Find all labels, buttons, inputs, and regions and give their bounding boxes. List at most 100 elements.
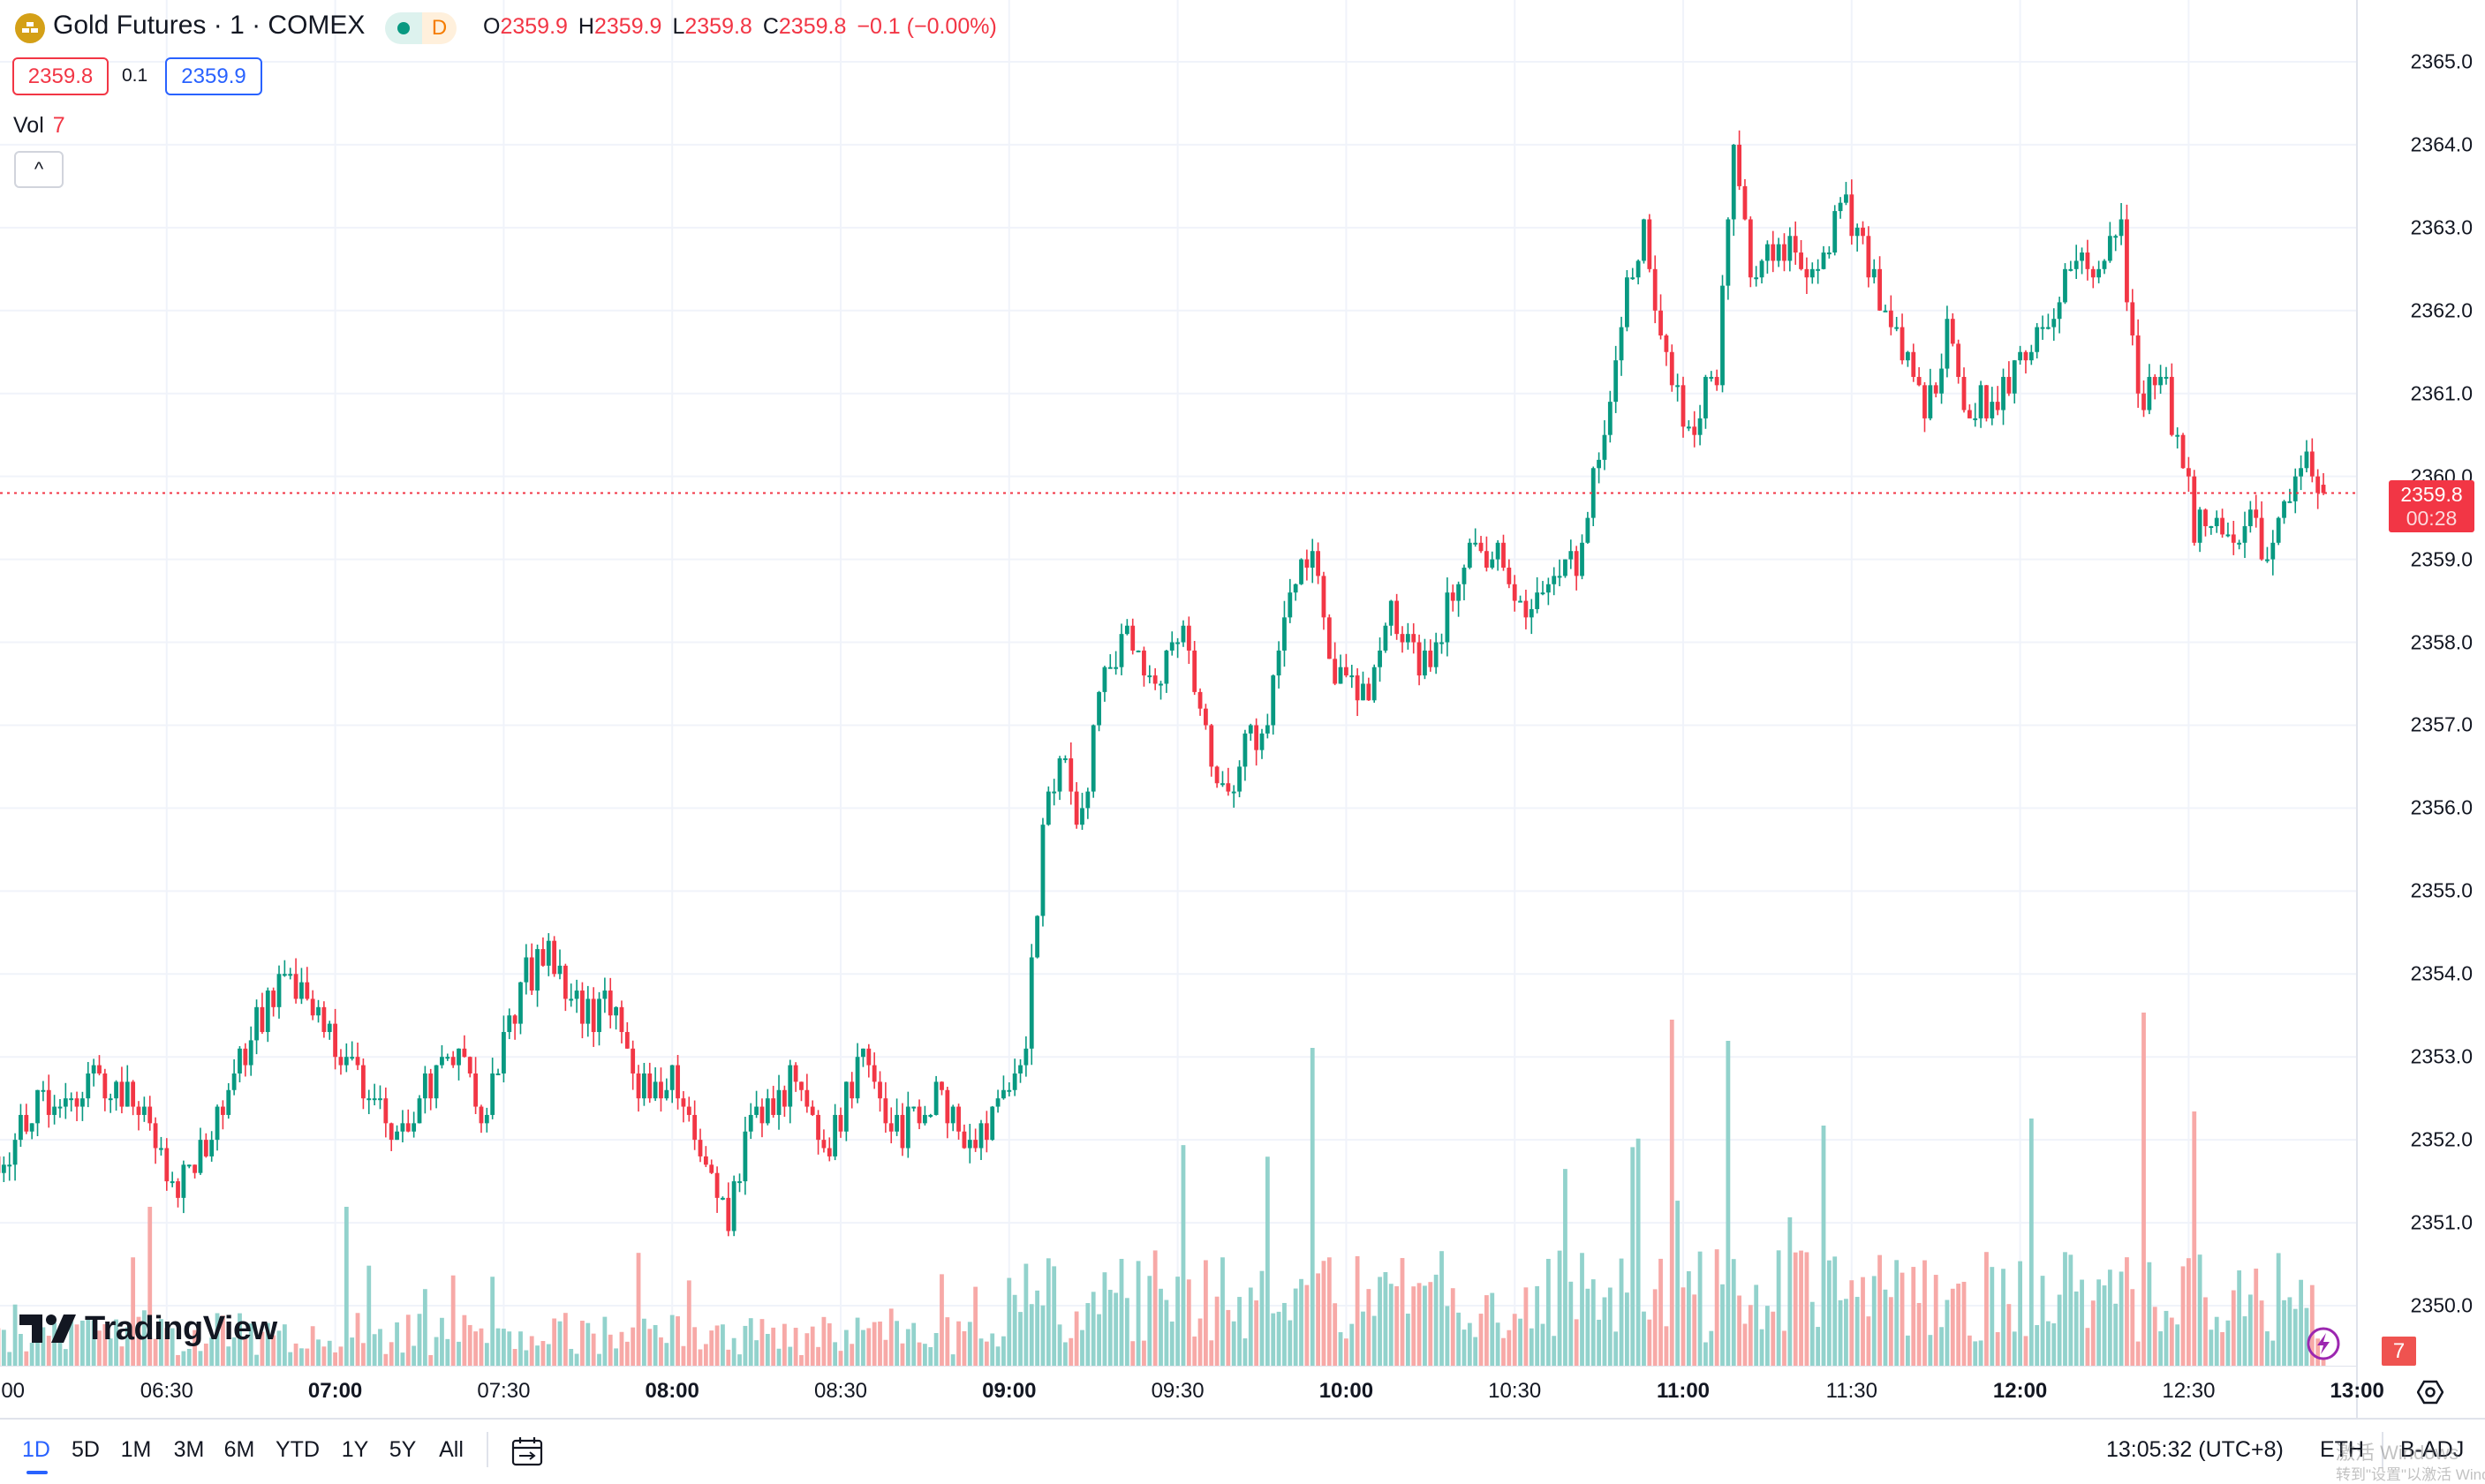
market-status-badge[interactable]: D bbox=[385, 12, 457, 44]
volume-bar bbox=[2260, 1300, 2264, 1366]
volume-bars bbox=[0, 1013, 2325, 1366]
candle-body bbox=[1827, 252, 1832, 254]
candle-body bbox=[204, 1140, 208, 1156]
range-tab-1y[interactable]: 1Y bbox=[342, 1437, 369, 1463]
candle-body bbox=[428, 1073, 433, 1098]
volume-bar bbox=[1023, 1264, 1028, 1366]
candle-body bbox=[395, 1132, 399, 1140]
clock-timezone[interactable]: 13:05:32 (UTC+8) bbox=[2106, 1437, 2284, 1463]
time-axis-label: 08:00 bbox=[645, 1379, 699, 1404]
volume-bar bbox=[1552, 1336, 1556, 1366]
candle-body bbox=[339, 1057, 344, 1065]
range-tab-ytd[interactable]: YTD bbox=[276, 1437, 320, 1463]
volume-bar bbox=[2041, 1276, 2045, 1366]
volume-bar bbox=[760, 1319, 765, 1366]
volume-bar bbox=[2153, 1307, 2157, 1366]
current-price-value: 2359.8 bbox=[2389, 483, 2474, 507]
volume-bar bbox=[2299, 1280, 2303, 1366]
candle-body bbox=[569, 998, 573, 1000]
candle-body bbox=[670, 1066, 675, 1090]
candle-body bbox=[872, 1066, 877, 1082]
candle-body bbox=[1294, 584, 1298, 592]
volume-bar bbox=[1304, 1285, 1309, 1366]
candle-body bbox=[462, 1049, 466, 1057]
candle-body bbox=[1687, 426, 1691, 428]
volume-bar bbox=[1114, 1292, 1118, 1366]
range-tab-5y[interactable]: 5Y bbox=[389, 1437, 417, 1463]
range-tab-all[interactable]: All bbox=[439, 1437, 464, 1463]
price-chart[interactable] bbox=[0, 0, 2356, 1366]
range-tab-6m[interactable]: 6M bbox=[224, 1437, 255, 1463]
volume-bar bbox=[1832, 1256, 1837, 1366]
candle-body bbox=[507, 1015, 511, 1032]
candle-body bbox=[625, 1032, 630, 1049]
candle-body bbox=[1159, 684, 1163, 686]
candle-body bbox=[1832, 211, 1837, 252]
candle-body bbox=[2232, 534, 2236, 542]
candle-body bbox=[1939, 369, 1944, 394]
volume-bar bbox=[1754, 1284, 1758, 1366]
volume-bar bbox=[1159, 1289, 1163, 1366]
candle-body bbox=[1968, 411, 1972, 418]
volume-bar bbox=[878, 1322, 882, 1366]
collapse-legend-button[interactable]: ^ bbox=[14, 151, 64, 188]
candle-body bbox=[631, 1049, 635, 1073]
candle-body bbox=[2018, 352, 2022, 360]
volume-bar bbox=[2209, 1330, 2213, 1366]
candle-body bbox=[1361, 684, 1365, 701]
candle-body bbox=[1839, 203, 1843, 211]
lightning-icon[interactable] bbox=[2306, 1326, 2341, 1361]
candle-body bbox=[2322, 485, 2326, 493]
volume-bar bbox=[2181, 1266, 2186, 1366]
volume-bar bbox=[1333, 1303, 1337, 1366]
candle-body bbox=[457, 1049, 461, 1066]
sell-price-button[interactable]: 2359.8 bbox=[12, 57, 109, 95]
volume-bar bbox=[642, 1319, 646, 1366]
low-label: L bbox=[672, 14, 684, 39]
volume-bar bbox=[1585, 1289, 1590, 1366]
volume-bar bbox=[1568, 1282, 1573, 1366]
candle-body bbox=[1316, 551, 1320, 576]
candle-body bbox=[2315, 477, 2320, 493]
candle-body bbox=[490, 1073, 495, 1115]
volume-bar bbox=[1001, 1337, 1006, 1366]
candle-body bbox=[502, 1032, 506, 1073]
candle-body bbox=[1900, 328, 1905, 361]
candle-body bbox=[968, 1140, 972, 1148]
symbol-title[interactable]: Gold Futures · 1 · COMEX bbox=[53, 11, 365, 41]
volume-bar bbox=[1372, 1316, 1377, 1366]
volume-bar bbox=[1361, 1312, 1365, 1366]
candle-body bbox=[1647, 219, 1651, 268]
range-tab-1m[interactable]: 1M bbox=[121, 1437, 152, 1463]
calendar-icon[interactable] bbox=[510, 1435, 544, 1467]
candle-body bbox=[1237, 766, 1242, 791]
candle-body bbox=[2215, 518, 2219, 526]
gear-icon[interactable] bbox=[2417, 1379, 2443, 1405]
buy-price-button[interactable]: 2359.9 bbox=[165, 57, 262, 95]
volume-bar bbox=[1872, 1276, 1877, 1366]
candle-body bbox=[1001, 1090, 1006, 1098]
candle-body bbox=[2130, 302, 2134, 335]
range-tab-1d[interactable]: 1D bbox=[22, 1437, 50, 1463]
volume-bar bbox=[844, 1330, 849, 1366]
tradingview-logo[interactable]: TradingView bbox=[19, 1310, 277, 1347]
volume-bar bbox=[1608, 1288, 1613, 1366]
volume-bar bbox=[732, 1338, 736, 1366]
candle-body bbox=[41, 1090, 45, 1092]
volume-bar bbox=[1979, 1340, 1983, 1366]
candle-body bbox=[642, 1073, 646, 1098]
range-tab-5d[interactable]: 5D bbox=[72, 1437, 100, 1463]
range-tab-3m[interactable]: 3M bbox=[174, 1437, 205, 1463]
volume-bar bbox=[176, 1355, 180, 1366]
candle-body bbox=[226, 1090, 230, 1115]
candle-body bbox=[2299, 468, 2303, 476]
volume-bar bbox=[1737, 1296, 1741, 1366]
candle-body bbox=[1568, 551, 1573, 559]
volume-bar bbox=[901, 1344, 905, 1366]
candle-body bbox=[1411, 634, 1416, 642]
candle-body bbox=[2058, 302, 2062, 319]
volume-bar bbox=[1951, 1289, 1955, 1366]
candle-body bbox=[1524, 601, 1529, 618]
